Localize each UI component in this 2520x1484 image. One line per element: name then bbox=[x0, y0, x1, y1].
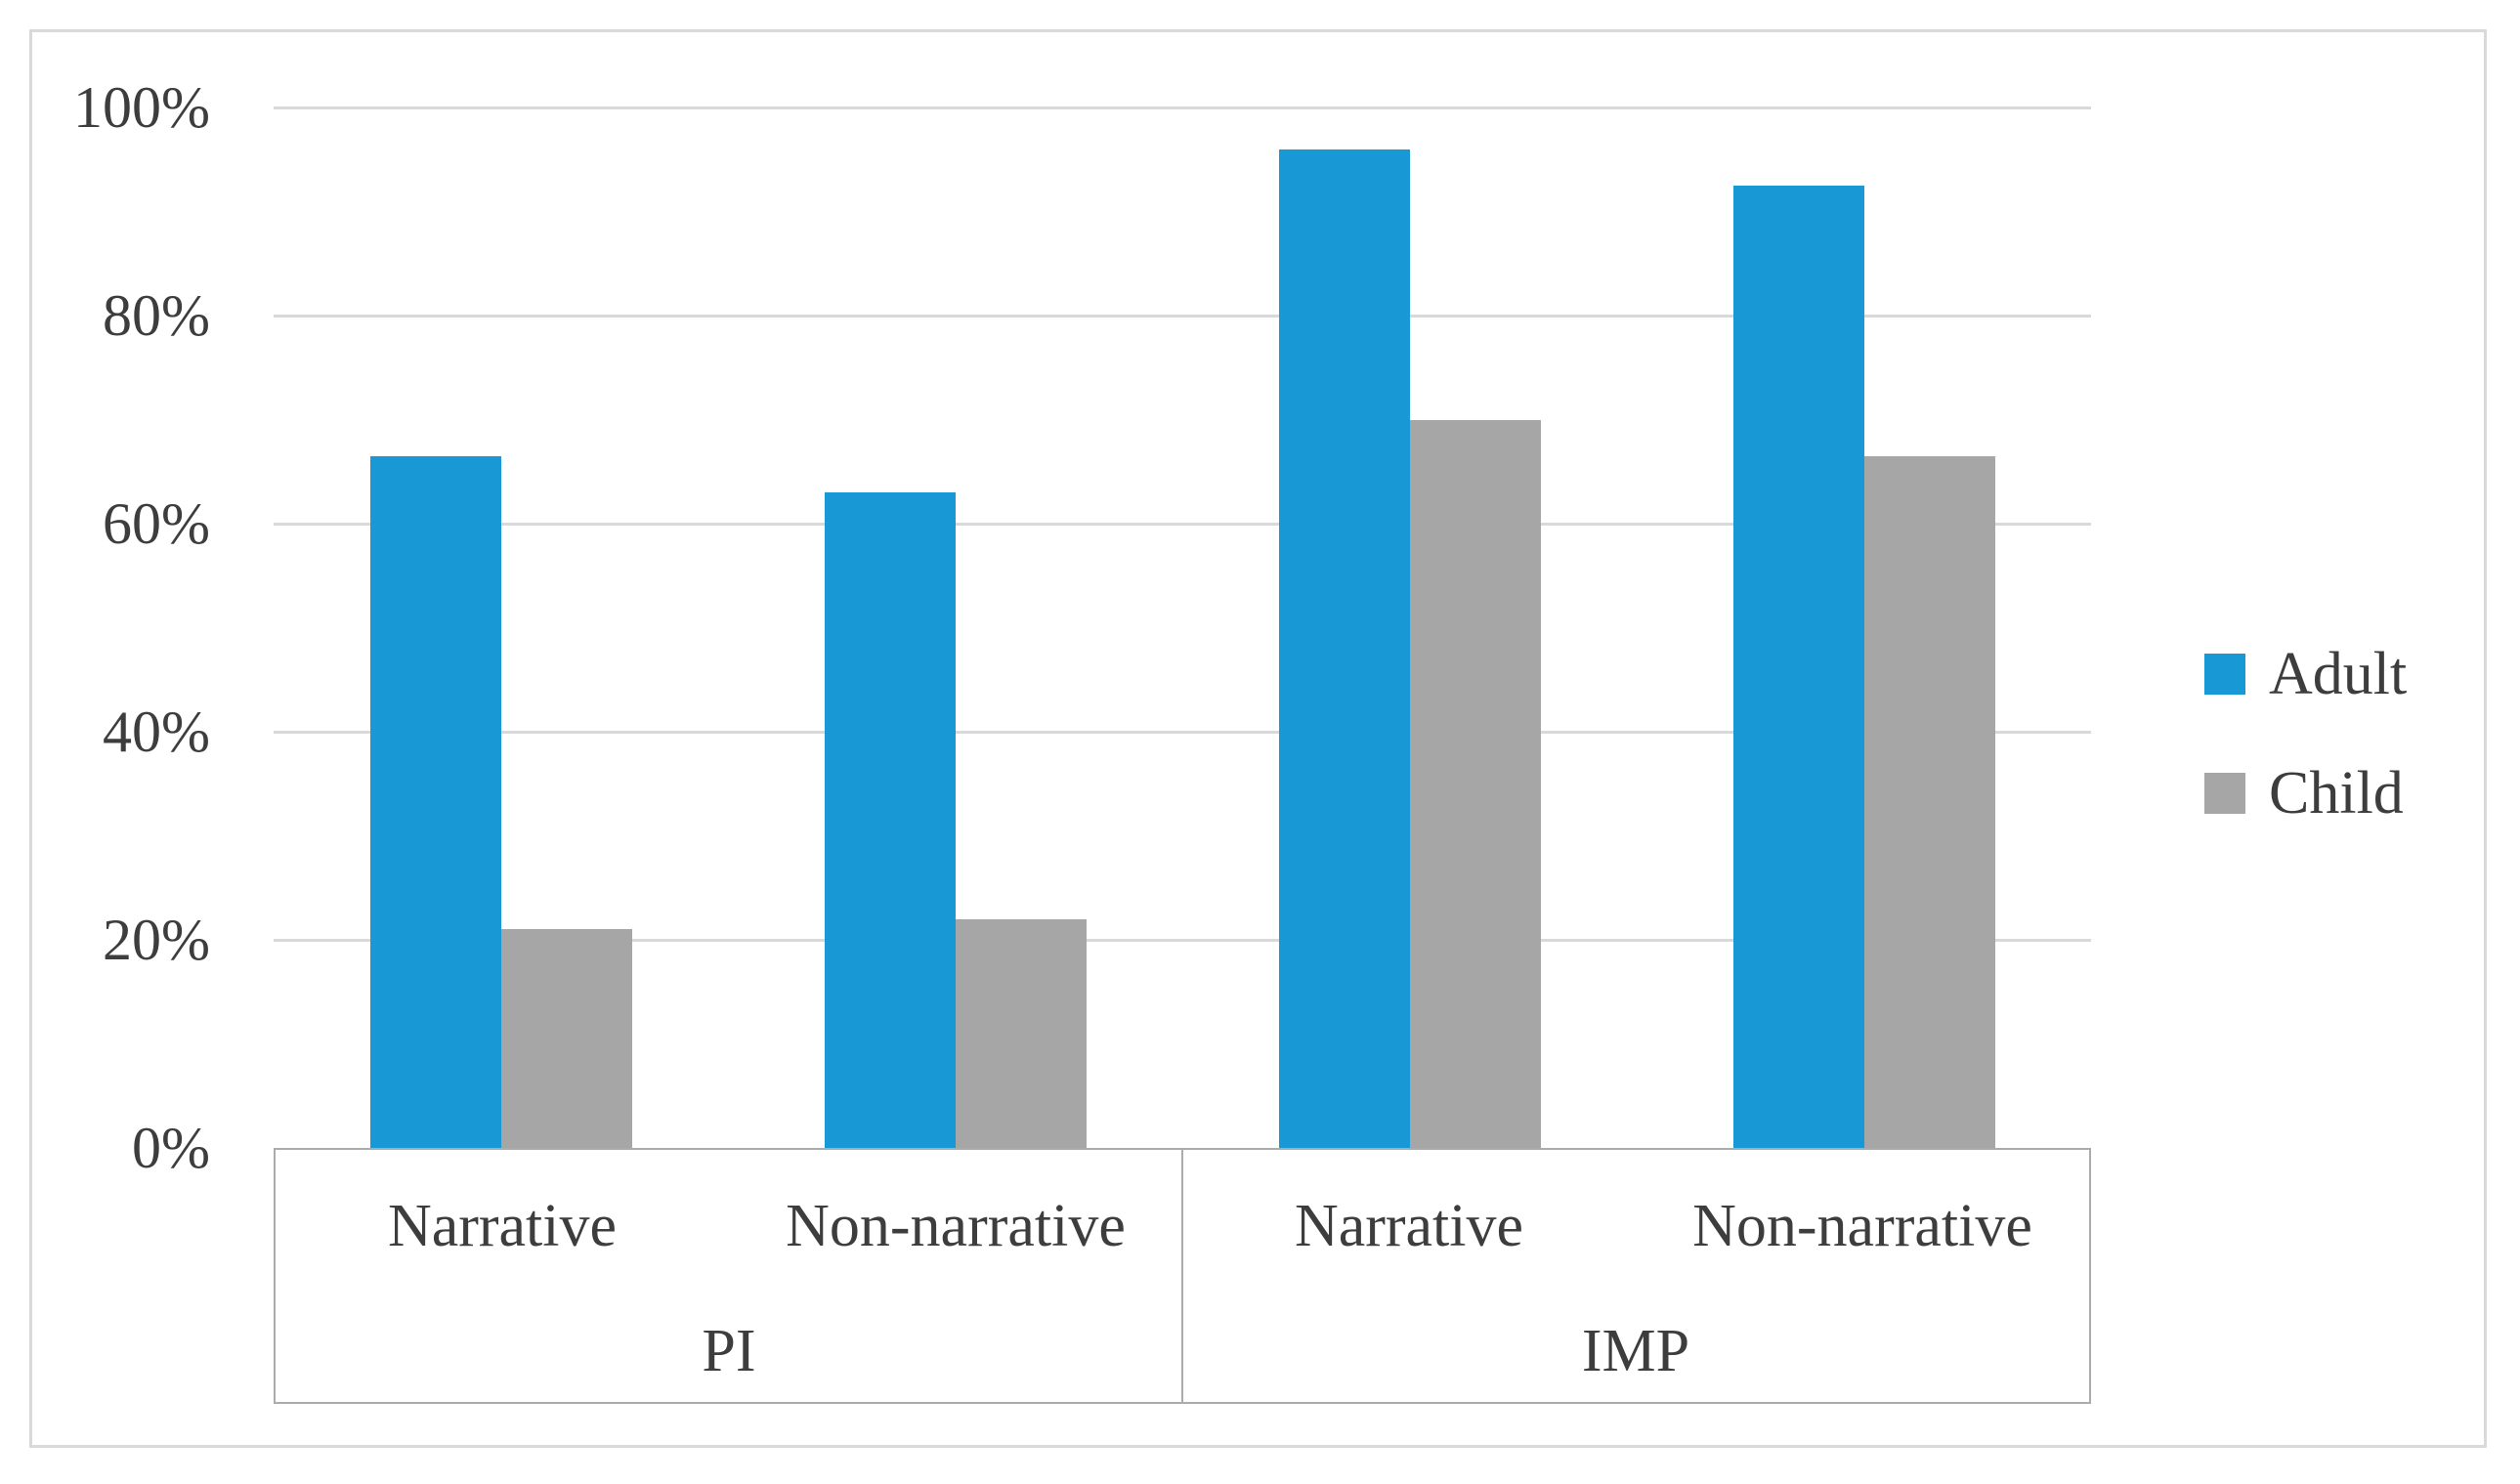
gridline-40pct bbox=[274, 731, 2091, 734]
x-axis-band: Narrative Non-narrative Narrative Non-narra… bbox=[274, 1148, 2091, 1404]
y-tick-40pct: 40% bbox=[103, 700, 210, 764]
y-tick-60pct: 60% bbox=[103, 491, 210, 556]
x-label-pi-narrative: Narrative bbox=[387, 1193, 618, 1259]
bar-child-pi-non-narrative bbox=[955, 918, 1087, 1148]
legend-swatch-child bbox=[2204, 773, 2245, 814]
bar-adult-pi-narrative bbox=[369, 455, 501, 1148]
y-tick-20pct: 20% bbox=[103, 908, 210, 972]
x-label-imp-non-narrative: Non-narrative bbox=[1692, 1193, 2032, 1259]
x-label-pi-non-narrative: Non-narrative bbox=[786, 1193, 1126, 1259]
y-axis: 100% 80% 60% 40% 20% 0% bbox=[29, 75, 210, 1180]
legend-item-child: Child bbox=[2204, 756, 2407, 830]
bar-child-imp-non-narrative bbox=[1863, 455, 1995, 1148]
legend-swatch-adult bbox=[2204, 654, 2245, 695]
x-axis-subcategory-row: Narrative Non-narrative Narrative Non-narra… bbox=[276, 1150, 2089, 1276]
y-tick-80pct: 80% bbox=[103, 283, 210, 348]
gridline-100pct bbox=[274, 106, 2091, 109]
bar-adult-imp-non-narrative bbox=[1732, 185, 1864, 1148]
x-axis-group-row: PI IMP bbox=[276, 1276, 2089, 1402]
gridline-60pct bbox=[274, 523, 2091, 526]
x-axis-rows: Narrative Non-narrative Narrative Non-narra… bbox=[276, 1150, 2089, 1402]
gridline-20pct bbox=[274, 939, 2091, 942]
category-slot-pi-non-narrative bbox=[728, 107, 1182, 1148]
plot-area bbox=[274, 106, 2091, 1148]
legend-label-child: Child bbox=[2269, 760, 2404, 827]
y-tick-0pct: 0% bbox=[132, 1116, 210, 1180]
bar-child-pi-narrative bbox=[500, 929, 632, 1148]
category-slot-pi-narrative bbox=[274, 107, 728, 1148]
bar-child-imp-narrative bbox=[1409, 419, 1541, 1148]
legend: Adult Child bbox=[2204, 637, 2407, 830]
y-tick-100pct: 100% bbox=[73, 75, 210, 140]
x-group-label-imp: IMP bbox=[1581, 1318, 1690, 1384]
bar-adult-pi-non-narrative bbox=[824, 492, 956, 1148]
x-group-label-pi: PI bbox=[702, 1318, 756, 1384]
category-slot-imp-narrative bbox=[1182, 107, 1637, 1148]
group-divider-line bbox=[1181, 1150, 1183, 1402]
bars-layer bbox=[274, 107, 2091, 1148]
gridline-80pct bbox=[274, 315, 2091, 318]
legend-label-adult: Adult bbox=[2269, 641, 2408, 707]
category-slot-imp-non-narrative bbox=[1637, 107, 2091, 1148]
bar-adult-imp-narrative bbox=[1278, 148, 1410, 1148]
x-label-imp-narrative: Narrative bbox=[1294, 1193, 1524, 1259]
legend-item-adult: Adult bbox=[2204, 637, 2407, 711]
